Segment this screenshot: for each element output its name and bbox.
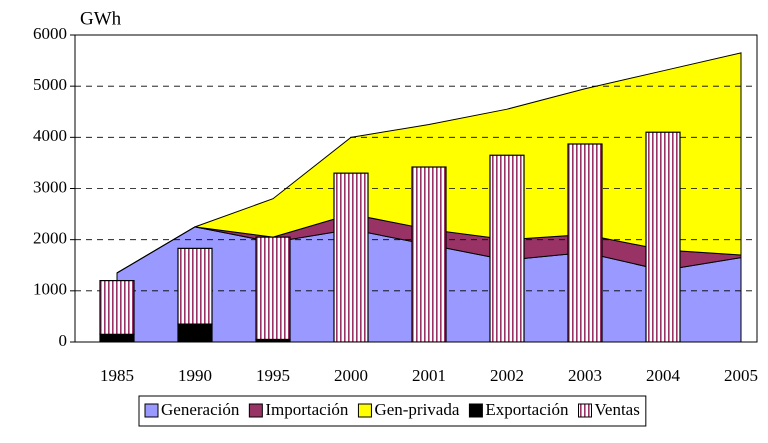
x-tick-label: 2000 [334, 366, 368, 385]
bar [489, 154, 525, 342]
legend-box [138, 395, 647, 427]
bar [177, 247, 213, 325]
legend-label: Gen-privada [374, 400, 459, 419]
bar [645, 131, 681, 342]
y-tick-label: 0 [59, 331, 68, 350]
bar [333, 172, 369, 342]
legend-label: Importación [265, 400, 349, 419]
legend-swatch [357, 403, 372, 418]
x-tick-label: 1990 [178, 366, 212, 385]
x-tick-label: 1995 [256, 366, 290, 385]
bar [411, 166, 447, 342]
x-tick-label: 2005 [724, 366, 758, 385]
bar [567, 143, 603, 342]
y-tick-label: 1000 [33, 280, 67, 299]
legend: Generación Importación Gen-privada Exportac… [138, 395, 647, 427]
x-tick-label: 2003 [568, 366, 602, 385]
x-tick-label: 2002 [490, 366, 524, 385]
y-axis-label: GWh [80, 8, 122, 29]
legend-label: Generación [161, 400, 240, 419]
x-tick-label: 2004 [646, 366, 681, 385]
x-tick-label: 1985 [100, 366, 134, 385]
y-tick-label: 2000 [33, 229, 67, 248]
bar [177, 323, 213, 342]
legend-label: Exportación [485, 400, 569, 419]
x-tick-label: 2001 [412, 366, 446, 385]
y-tick-label: 5000 [33, 75, 67, 94]
plot-area [75, 52, 757, 342]
y-tick-label: 3000 [33, 177, 67, 196]
legend-label: Ventas [595, 400, 640, 419]
legend-swatch [578, 403, 592, 418]
bar [99, 333, 135, 342]
legend-swatch [248, 403, 263, 418]
legend-swatch [468, 403, 483, 418]
y-tick-label: 4000 [33, 126, 67, 145]
bar [255, 236, 291, 341]
y-tick-label: 6000 [33, 24, 67, 43]
legend-swatch [144, 403, 159, 418]
bar [99, 280, 135, 335]
